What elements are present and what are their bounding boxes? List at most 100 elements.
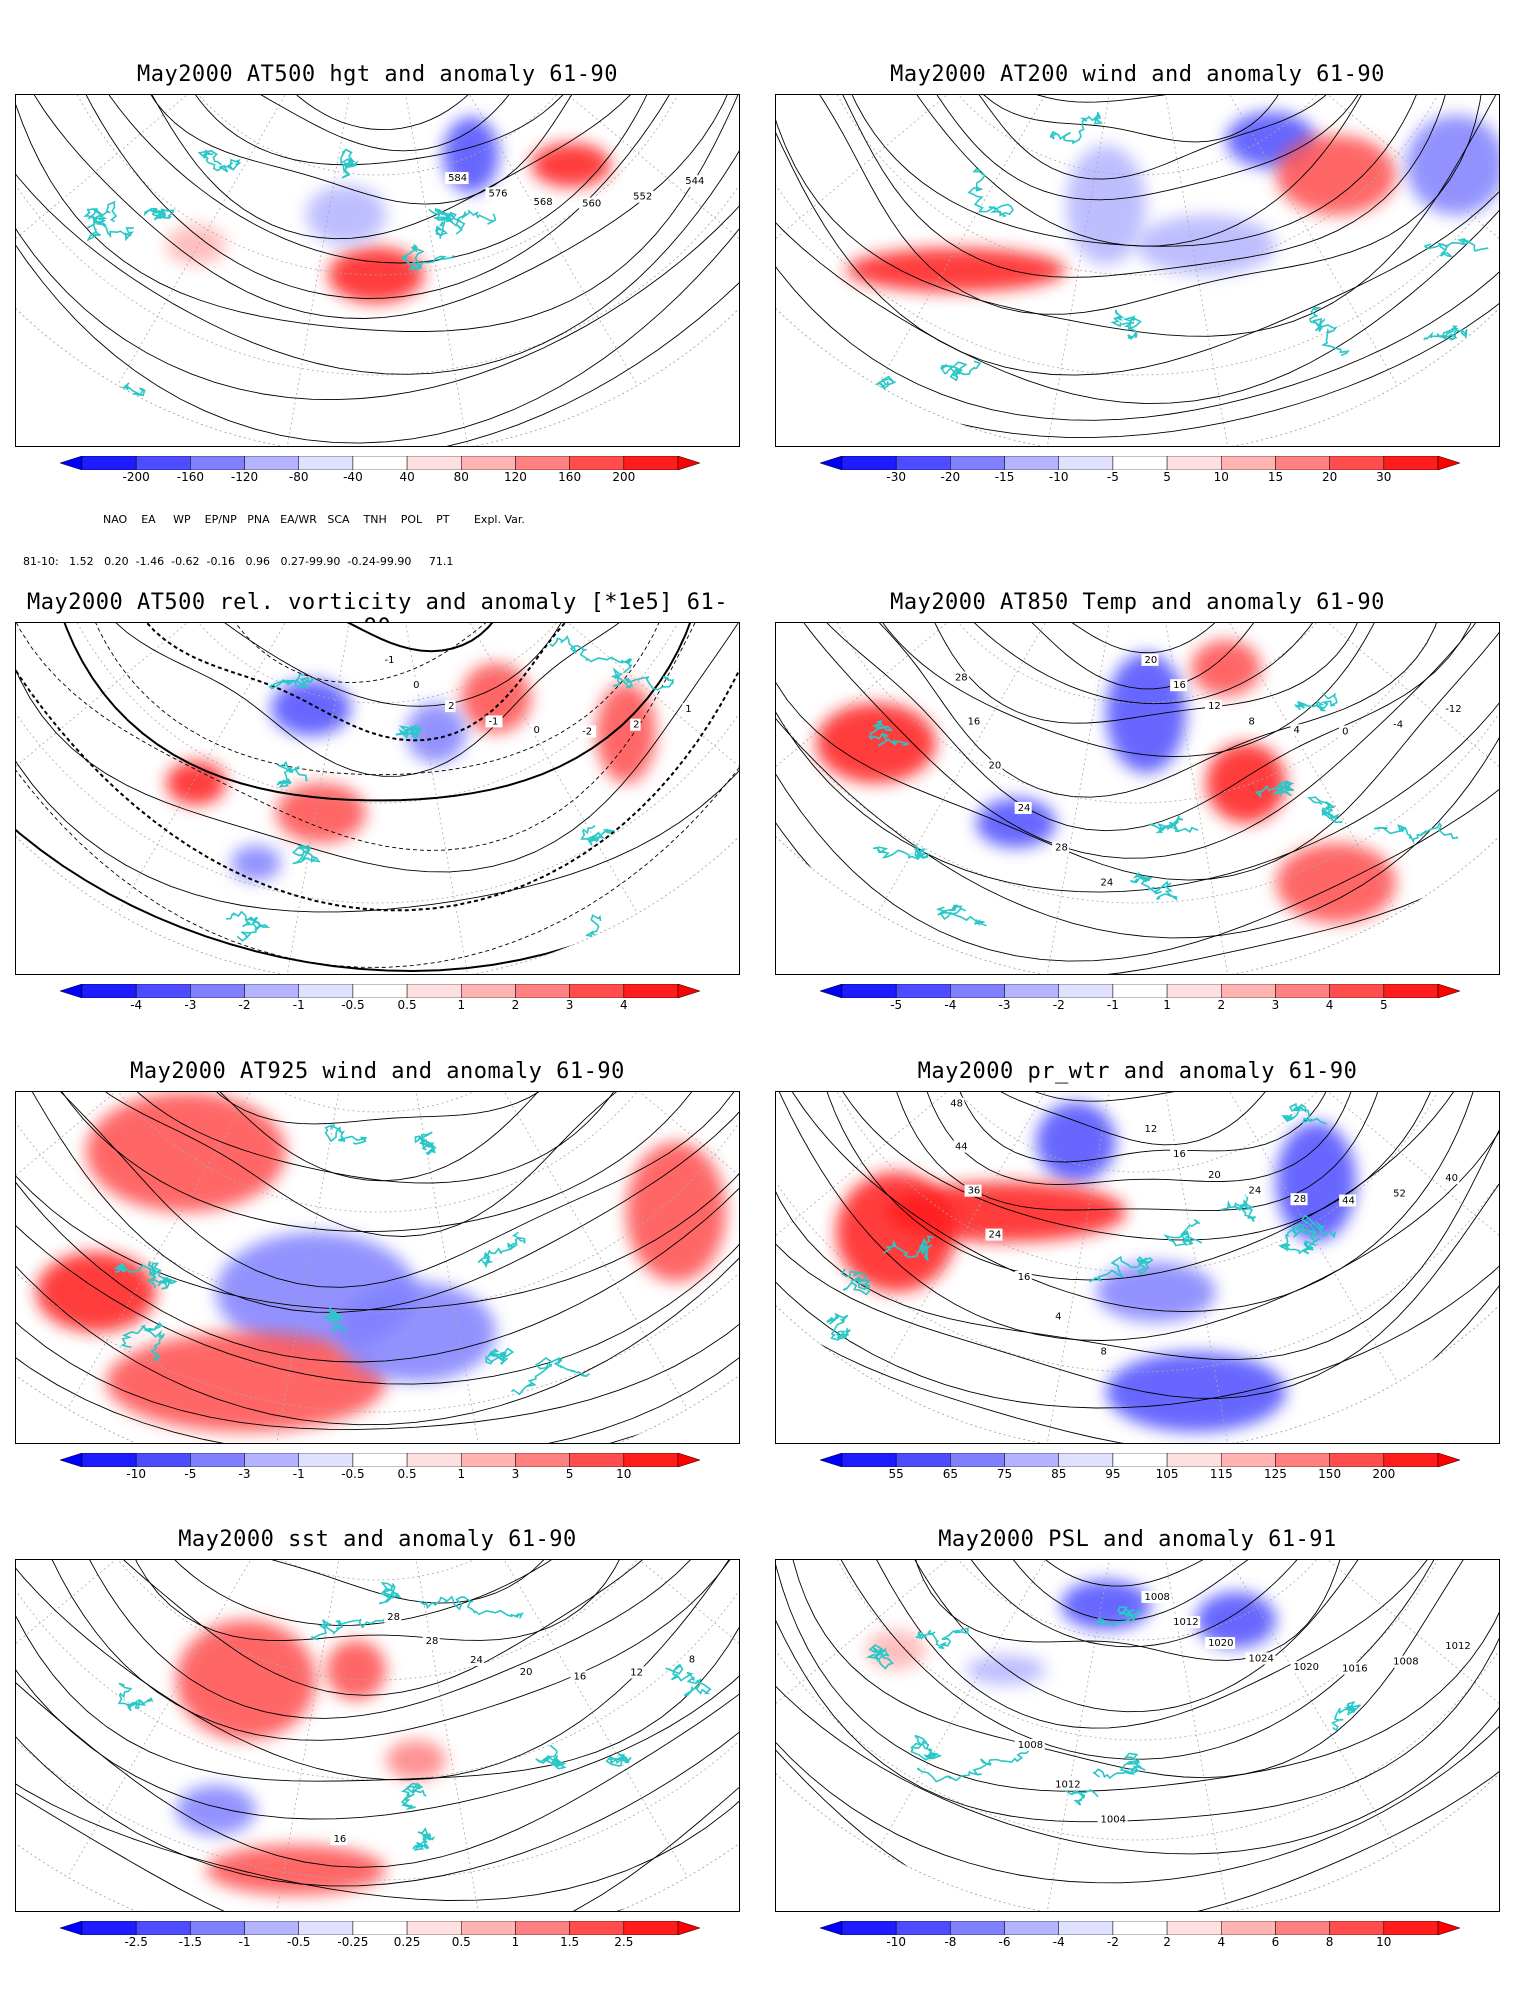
- colorbar-segment: [406, 1453, 462, 1467]
- coastline: [1089, 1255, 1154, 1283]
- contour-label-bg: [485, 715, 503, 728]
- colorbar: [60, 1921, 700, 1935]
- map-disc: [16, 623, 739, 974]
- contour-label: 4: [1294, 725, 1300, 736]
- map-disc: [776, 95, 1499, 446]
- meridian-line: [776, 1560, 1138, 1579]
- meridian-line: [1137, 95, 1398, 386]
- contour-label-bg: [1097, 876, 1115, 889]
- colorbar-segment: [81, 456, 137, 470]
- contour-label-bg: [1442, 703, 1466, 716]
- meridian-line: [1137, 1560, 1398, 1851]
- colorbar-segment: [1329, 1921, 1385, 1935]
- colorbar-segment: [1004, 456, 1059, 470]
- anomaly-shading: [176, 1785, 256, 1835]
- colorbar-segment: [1112, 456, 1168, 470]
- contour-label-bg: [1290, 724, 1301, 737]
- colorbar-tick-label: 4: [1325, 998, 1334, 1012]
- contour-label: 1: [685, 704, 691, 715]
- contour-label: 20: [1144, 655, 1157, 666]
- contour-line: [776, 1092, 1499, 1361]
- contour-line: [41, 623, 715, 802]
- anomaly-shading: [846, 248, 1066, 292]
- coastline: [1373, 821, 1459, 845]
- contour-line: [800, 1560, 1479, 1760]
- contour-label: 1020: [1294, 1662, 1319, 1673]
- contour-label: 16: [1173, 680, 1186, 691]
- contour-label: 576: [488, 188, 507, 199]
- contour-line: [776, 1560, 1499, 1792]
- contour-line: [776, 623, 1487, 832]
- coastline: [117, 382, 146, 409]
- contour-line: [843, 623, 1421, 758]
- colorbar-tick-label: -3: [238, 1467, 251, 1481]
- contour-label: 28: [1055, 842, 1068, 853]
- colorbar-min-arrow: [820, 1453, 843, 1467]
- colorbar-segment: [406, 456, 462, 470]
- contour-line: [776, 95, 1499, 376]
- contour-label-bg: [630, 718, 641, 731]
- colorbar-tick-label: -5: [184, 1467, 197, 1481]
- colorbar-tick-label: -0.5: [287, 1935, 311, 1949]
- contour-line: [77, 623, 686, 777]
- contour-line: [873, 95, 1392, 201]
- contour-label-bg: [570, 1670, 588, 1683]
- colorbar-tick-label: -6: [998, 1935, 1011, 1949]
- meridian-line: [377, 95, 739, 114]
- colorbar-segment: [352, 456, 408, 470]
- contour-label-bg: [516, 1666, 534, 1679]
- colorbar-segment: [623, 456, 679, 470]
- colorbar-max-arrow: [677, 456, 700, 470]
- colorbar: [820, 1921, 1460, 1935]
- contour-label-bg: [1245, 1652, 1276, 1665]
- meridian-line: [877, 1560, 1138, 1851]
- colorbar-tick-label: 5: [1379, 998, 1388, 1012]
- contour-line: [806, 1092, 1499, 1281]
- anomaly-shading: [626, 1142, 726, 1282]
- contour-label-bg: [1170, 1616, 1201, 1629]
- colorbar-tick-label: 95: [1105, 1467, 1121, 1481]
- colorbar-max-arrow: [1437, 1921, 1460, 1935]
- contour-label-bg: [1245, 715, 1256, 728]
- colorbar-segment: [135, 456, 191, 470]
- meridian-line: [1137, 95, 1229, 446]
- colorbar-tick-label: -10: [126, 1467, 146, 1481]
- colorbar-segment: [352, 1921, 408, 1935]
- contour-label: 1020: [1208, 1638, 1233, 1649]
- colorbar-segment: [190, 1453, 245, 1467]
- colorbar-tick-label: -20: [940, 470, 961, 484]
- contour-label-bg: [1170, 1148, 1188, 1161]
- contour-line: [16, 95, 739, 401]
- coastline: [268, 673, 315, 690]
- colorbar-segment: [461, 1453, 516, 1467]
- colorbar-segment: [190, 984, 245, 998]
- contour-label-bg: [445, 700, 456, 713]
- colorbar-segment: [841, 1921, 897, 1935]
- colorbar-segment: [1275, 1921, 1330, 1935]
- colorbar-segment: [461, 984, 516, 998]
- contour-label-bg: [1170, 679, 1188, 692]
- contour-label: 1012: [1173, 1617, 1198, 1628]
- contour-label-bg: [630, 190, 654, 203]
- contour-line: [861, 1092, 1418, 1212]
- coastline: [510, 1357, 591, 1396]
- contour-label: 28: [1294, 1194, 1307, 1205]
- contour-line: [776, 1092, 1499, 1341]
- contour-label-bg: [485, 187, 509, 200]
- colorbar-tick-label: -0.5: [341, 998, 365, 1012]
- colorbar-segment: [1329, 456, 1385, 470]
- colorbar-labels: -4 -3 -2 -1 -0.5 0.5 1 2 3 4: [60, 998, 700, 1014]
- contour-line: [153, 95, 608, 166]
- contour-label: -1: [488, 716, 498, 727]
- anomaly-shading: [1276, 135, 1396, 215]
- latitude-circle: [776, 1560, 1499, 1841]
- contour-label-bg: [1014, 1738, 1045, 1751]
- colorbar-tick-label: 10: [1213, 470, 1229, 484]
- colorbar-segment: [623, 1453, 679, 1467]
- colorbar-segment: [461, 1921, 516, 1935]
- colorbar-segment: [841, 456, 897, 470]
- coastline: [1149, 815, 1199, 834]
- meridian-line: [1137, 1092, 1398, 1383]
- colorbar-segment: [1221, 1453, 1276, 1467]
- meridian-line: [377, 95, 638, 386]
